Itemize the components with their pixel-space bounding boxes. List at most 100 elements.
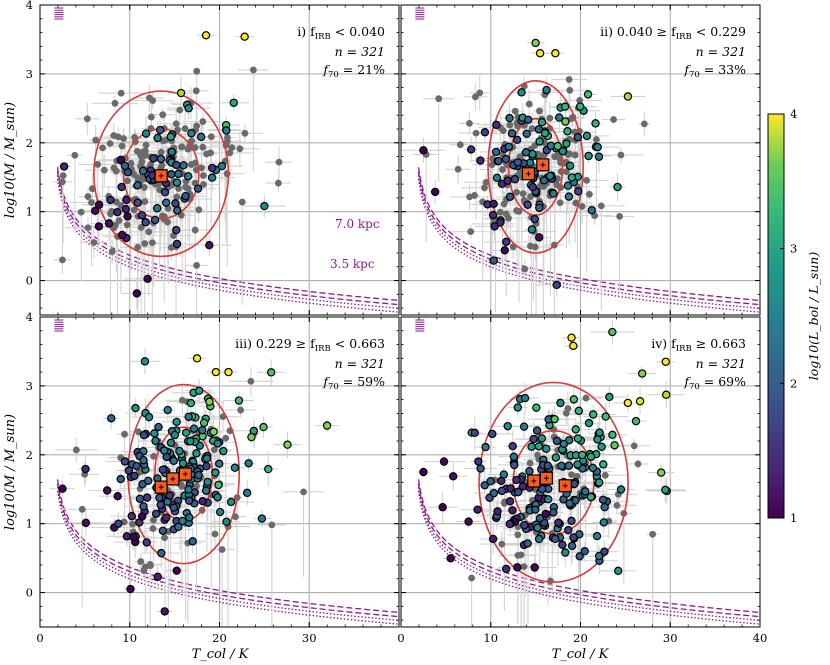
distance-curve — [417, 175, 760, 309]
scatter-point-nondetection — [84, 193, 92, 200]
f70-symbol: f — [322, 62, 330, 77]
scatter-point-detection — [488, 429, 497, 439]
scatter-point-detection — [172, 239, 182, 249]
distance-curve — [56, 487, 399, 621]
scatter-point-detection — [283, 440, 292, 449]
scatter-point-detection — [144, 412, 154, 422]
scatter-point-detection — [201, 486, 211, 495]
scatter-point-detection — [186, 437, 195, 446]
scatter-point-detection — [533, 523, 542, 533]
scatter-point-nondetection — [145, 228, 153, 236]
scatter-point-nondetection — [181, 125, 189, 132]
scatter-point-nondetection — [300, 488, 307, 496]
panel-n-label: n = 321 — [335, 356, 385, 371]
scatter-point-nondetection — [134, 243, 142, 251]
scatter-point-nondetection — [178, 143, 185, 151]
scatter-point-nondetection — [108, 248, 116, 255]
scatter-point-detection — [567, 541, 577, 551]
scatter-point-detection — [205, 241, 214, 250]
scatter-point-nondetection — [511, 107, 519, 115]
scatter-point-detection — [559, 439, 569, 449]
f70-sub: 70 — [328, 382, 339, 392]
scatter-point-detection — [497, 486, 507, 496]
scatter-point-detection — [121, 204, 130, 214]
scatter-point-detection — [259, 422, 268, 432]
y-axis-label-top: log10(M / M_sun) — [3, 102, 18, 218]
scatter-point-detection — [560, 102, 570, 111]
scatter-point-detection — [598, 495, 608, 504]
panel-title-prefix: ii) 0.040 ≥ f — [600, 24, 677, 39]
y-tick-label: 2 — [26, 448, 33, 462]
scatter-point-detection — [171, 199, 180, 208]
scatter-point-detection — [513, 563, 522, 572]
scatter-point-detection — [662, 390, 671, 399]
scatter-point-nondetection — [556, 199, 564, 207]
scatter-point-detection — [116, 474, 125, 484]
scatter-point-nondetection — [147, 161, 155, 168]
scatter-point-detection — [587, 206, 596, 215]
scatter-point-detection — [222, 517, 231, 526]
scatter-point-nondetection — [223, 137, 231, 145]
scatter-point-detection — [563, 181, 573, 190]
scatter-point-detection — [489, 199, 498, 209]
panel-title-rel: < 0.229 — [692, 24, 746, 39]
scatter-point-detection — [207, 173, 217, 182]
scatter-point-detection — [520, 393, 530, 403]
panel-content — [401, 317, 760, 627]
scatter-point-detection — [214, 480, 223, 490]
scatter-point-detection — [102, 486, 112, 495]
scatter-point-detection — [583, 90, 593, 99]
scatter-point-nondetection — [249, 66, 257, 74]
scatter-point-detection — [473, 505, 482, 514]
scatter-point-nondetection — [435, 95, 443, 103]
scatter-point-detection — [550, 414, 559, 424]
scatter-point-detection — [464, 517, 473, 526]
scatter-point-nondetection — [551, 153, 559, 161]
scatter-point-detection — [162, 513, 171, 522]
scatter-point-detection — [528, 182, 537, 192]
scatter-point-detection — [184, 172, 193, 181]
scatter-point-nondetection — [476, 89, 484, 97]
scatter-point-detection — [213, 439, 222, 448]
panel-n-label: n = 321 — [696, 44, 746, 59]
scatter-point-nondetection — [110, 164, 118, 172]
scatter-point-nondetection — [576, 96, 584, 104]
scatter-point-detection — [523, 200, 532, 209]
scatter-point-highlight — [224, 367, 233, 377]
scatter-point-detection — [573, 133, 583, 142]
scatter-point-detection — [202, 462, 211, 471]
scatter-point-nondetection — [149, 97, 157, 105]
scatter-point-detection — [589, 410, 598, 419]
scatter-point-highlight — [201, 31, 211, 40]
x-axis-label-right: T_col / K — [552, 647, 610, 662]
panel-title: iv) fIRB ≥ 0.663 — [651, 336, 746, 354]
scatter-point-nondetection — [528, 125, 536, 133]
scatter-point-detection — [561, 548, 570, 557]
scatter-point-nondetection — [59, 172, 67, 179]
scatter-point-detection — [509, 452, 519, 461]
panel-f70-label: f70 = 59% — [322, 374, 385, 392]
scatter-point-detection — [142, 538, 151, 547]
scatter-point-detection — [564, 525, 573, 535]
scatter-point-detection — [616, 485, 626, 494]
scatter-point-detection — [203, 477, 212, 487]
scatter-point-detection — [166, 438, 176, 447]
scatter-point-detection — [540, 128, 550, 138]
scatter-point-detection — [151, 436, 160, 446]
scatter-point-detection — [503, 421, 512, 431]
y-tick-label: 4 — [26, 0, 33, 12]
scatter-point-nondetection — [120, 135, 127, 142]
scatter-point-detection — [257, 514, 267, 523]
scatter-point-detection — [496, 218, 505, 227]
scatter-point-nondetection — [557, 168, 565, 175]
scatter-point-detection — [488, 534, 498, 544]
scatter-point-detection — [637, 369, 647, 378]
scatter-point-detection — [556, 398, 565, 408]
scatter-point-nondetection — [247, 377, 255, 385]
f70-value: = 59% — [339, 374, 385, 389]
panel-title-sub: IRB — [676, 344, 692, 354]
scatter-point-detection — [466, 145, 476, 154]
panel-title-prefix: i) f — [297, 24, 316, 39]
scatter-point-detection — [594, 478, 604, 487]
